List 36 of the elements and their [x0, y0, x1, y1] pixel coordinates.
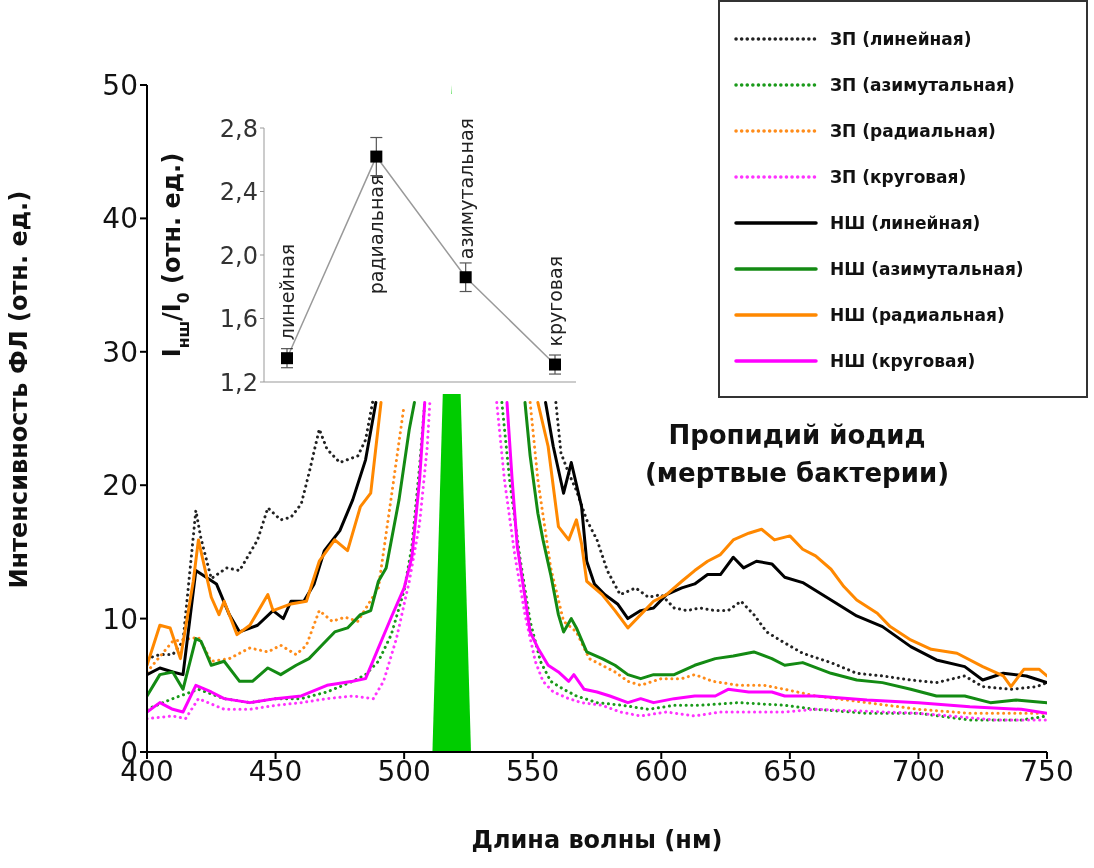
x-tick-label: 450: [248, 754, 303, 788]
point: [549, 358, 561, 371]
y-tick-label: 40: [102, 202, 138, 236]
x-tick-label: 500: [377, 754, 431, 788]
y-tick-label: 1,6: [219, 305, 258, 334]
y-tick-label: 50: [102, 68, 138, 102]
x-tick-label: азимутальная: [454, 117, 477, 260]
y-tick-label: 2,8: [219, 114, 258, 143]
legend-label: НШ (азимутальная): [830, 259, 1024, 279]
x-tick-label: радиальная: [365, 174, 388, 295]
legend-label: НШ (линейная): [830, 213, 981, 233]
x-tick-label: 600: [634, 754, 689, 788]
x-tick-label: 650: [763, 754, 817, 788]
y-tick-label: 1,2: [219, 368, 258, 397]
point: [459, 271, 472, 284]
legend-label: ЗП (круговая): [830, 167, 967, 187]
legend-label: ЗП (азимутальная): [830, 75, 1015, 95]
y-tick-label: 10: [102, 602, 138, 636]
x-tick-label: линейная: [276, 243, 298, 341]
legend-label: НШ (радиальная): [830, 305, 1005, 325]
annotation: Пропидий йодид (мертвые бактерии): [644, 419, 950, 488]
x-tick-label: 700: [891, 754, 946, 788]
x-tick-label: 550: [505, 754, 560, 788]
point: [370, 150, 383, 163]
y-axis-title: Интенсивность ФЛ (отн. ед.): [4, 190, 33, 589]
x-tick-label: круговая: [544, 255, 566, 347]
point: [281, 352, 293, 365]
x-tick-label: 750: [1020, 754, 1074, 788]
x-axis-title: Длина волны (нм): [471, 826, 723, 854]
legend-label: НШ (круговая): [830, 351, 976, 371]
legend-label: ЗП (линейная): [830, 29, 972, 49]
y-tick-label: 2,4: [219, 178, 258, 207]
legend-label: ЗП (радиальная): [830, 121, 996, 141]
y-tick-label: 2,0: [219, 241, 258, 270]
y-tick-label: 20: [102, 469, 138, 503]
y-tick-label: 30: [102, 335, 138, 369]
